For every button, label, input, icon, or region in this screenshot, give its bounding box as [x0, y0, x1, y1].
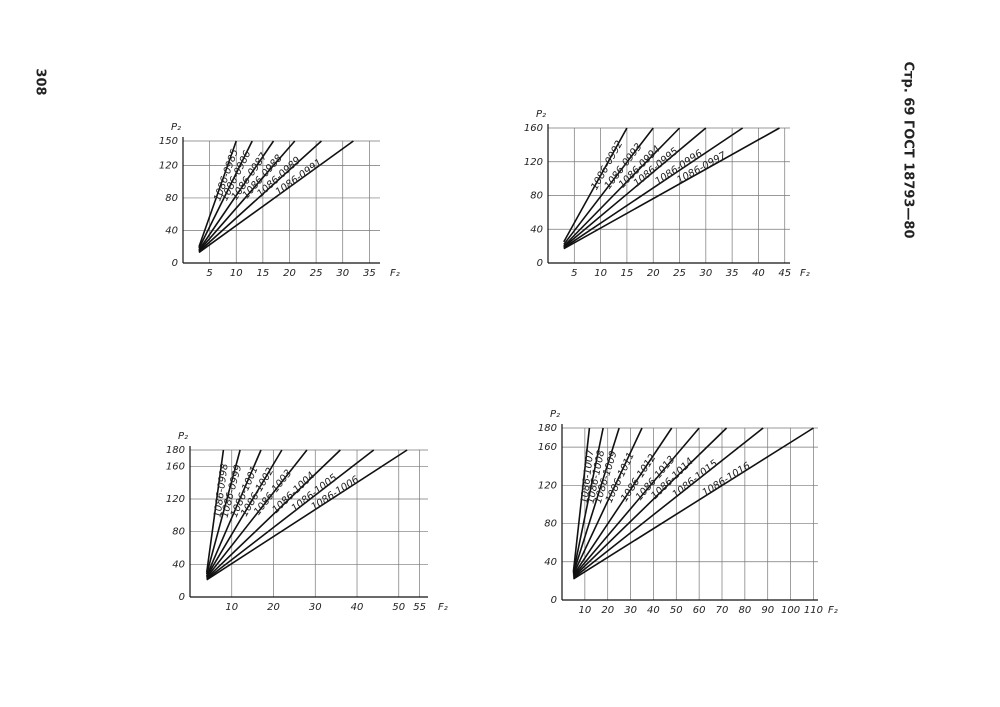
y-axis-label: P₂: [550, 409, 560, 420]
x-tick-label: 25: [673, 268, 686, 279]
series-line: [198, 140, 322, 253]
series-line: [206, 449, 341, 579]
x-tick-label: 80: [738, 605, 751, 616]
x-tick-label: 40: [351, 602, 364, 613]
x-tick-label: 60: [693, 605, 706, 616]
series-line: [198, 140, 275, 251]
x-tick-label: 50: [392, 602, 405, 613]
x-tick-label: 30: [699, 268, 712, 279]
series-line: [572, 427, 673, 576]
x-tick-label: 70: [716, 605, 729, 616]
x-axis-label: F₂: [390, 268, 400, 279]
x-tick-label: 10: [225, 602, 238, 613]
series-line: [563, 127, 628, 243]
x-tick-label: 15: [256, 268, 269, 279]
x-tick-label: 10: [230, 268, 243, 279]
y-tick-label: 180: [538, 423, 557, 434]
x-tick-label: 40: [647, 605, 660, 616]
series-line: [572, 427, 643, 575]
x-tick-label: 90: [761, 605, 774, 616]
x-tick-label: 35: [363, 268, 376, 279]
y-tick-label: 120: [538, 480, 557, 491]
y-tick-label: 40: [172, 559, 185, 570]
y-axis-label: P₂: [536, 109, 546, 120]
x-tick-label: 5: [571, 268, 577, 279]
y-tick-label: 80: [165, 193, 178, 204]
y-tick-label: 120: [166, 494, 185, 505]
series-line: [198, 140, 237, 247]
x-tick-label: 10: [578, 605, 591, 616]
x-tick-label: 100: [781, 605, 800, 616]
series-line: [563, 127, 707, 248]
y-tick-label: 40: [544, 557, 557, 568]
x-tick-label: 5: [206, 268, 212, 279]
y-axis-label: P₂: [178, 431, 188, 442]
y-tick-label: 40: [530, 224, 543, 235]
series-line: [572, 427, 764, 579]
series-line: [205, 449, 241, 575]
x-tick-label: 30: [336, 268, 349, 279]
x-tick-label: 45: [778, 268, 791, 279]
series-line: [572, 427, 728, 578]
series-line: [198, 140, 354, 254]
series-line: [205, 449, 225, 573]
y-tick-label: 40: [165, 225, 178, 236]
series-line: [563, 127, 744, 249]
x-axis-label: F₂: [828, 605, 838, 616]
series-line: [572, 427, 591, 572]
x-axis-label: F₂: [800, 268, 810, 279]
x-tick-label: 20: [267, 602, 280, 613]
x-tick-label: 25: [310, 268, 323, 279]
series-line: [572, 427, 604, 573]
series-line: [206, 449, 408, 581]
x-tick-label: 110: [804, 605, 823, 616]
y-tick-label: 80: [530, 191, 543, 202]
series-line: [206, 449, 308, 578]
x-tick-label: 30: [309, 602, 322, 613]
x-tick-label: 50: [670, 605, 683, 616]
y-tick-label: 0: [551, 595, 557, 606]
y-tick-label: 0: [537, 258, 543, 269]
x-axis-label: F₂: [438, 602, 448, 613]
x-tick-label: 35: [726, 268, 739, 279]
y-axis-label: P₂: [171, 122, 181, 133]
y-tick-label: 180: [166, 445, 185, 456]
series-line: [206, 449, 375, 580]
y-tick-label: 120: [524, 157, 543, 168]
series-line: [205, 449, 262, 577]
x-tick-label: 20: [283, 268, 296, 279]
y-tick-label: 80: [544, 519, 557, 530]
series-line: [572, 427, 700, 577]
series-line: [573, 427, 814, 580]
series-line: [198, 140, 253, 249]
y-tick-label: 150: [159, 136, 178, 147]
y-tick-label: 0: [179, 592, 185, 603]
x-tick-label: 30: [624, 605, 637, 616]
series-line: [563, 127, 654, 245]
series-line: [572, 427, 620, 574]
series-line: [563, 127, 780, 250]
y-tick-label: 80: [172, 527, 185, 538]
x-tick-label: 20: [601, 605, 614, 616]
x-tick-label: 10: [594, 268, 607, 279]
y-tick-label: 160: [524, 123, 543, 134]
y-tick-label: 120: [159, 160, 178, 171]
x-tick-label: 40: [752, 268, 765, 279]
page-number: 308: [33, 68, 48, 95]
x-tick-label: 55: [413, 602, 426, 613]
y-tick-label: 160: [166, 461, 185, 472]
y-tick-label: 160: [538, 442, 557, 453]
page-header: Стр. 69 ГОСТ 18793—80: [901, 61, 916, 238]
y-tick-label: 0: [172, 258, 178, 269]
x-tick-label: 15: [621, 268, 634, 279]
series-line: [198, 140, 296, 252]
series-line: [563, 127, 681, 247]
series-line: [206, 449, 283, 577]
x-tick-label: 20: [647, 268, 660, 279]
